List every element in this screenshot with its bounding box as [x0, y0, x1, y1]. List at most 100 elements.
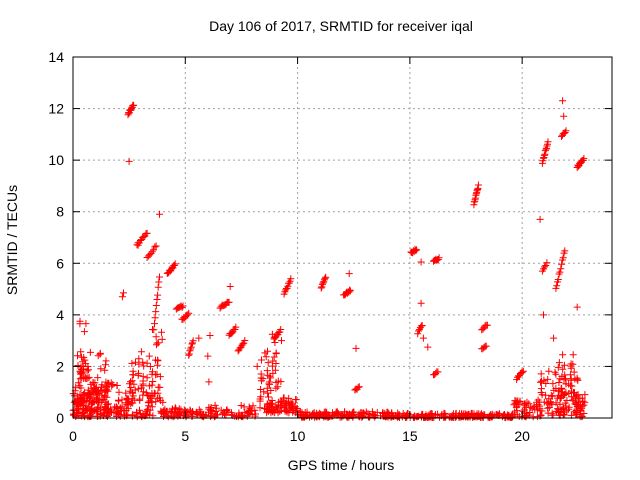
data-point	[154, 283, 162, 291]
data-point	[569, 397, 577, 405]
data-point	[562, 127, 570, 135]
y-tick-label: 8	[56, 204, 64, 220]
data-point	[257, 386, 265, 393]
data-point	[510, 401, 518, 409]
data-point	[153, 296, 161, 303]
data-point	[540, 376, 548, 384]
data-point	[130, 380, 138, 388]
data-point	[139, 391, 147, 399]
data-point	[268, 362, 276, 370]
data-point	[531, 406, 539, 414]
data-point	[156, 373, 164, 381]
data-point	[154, 291, 162, 299]
data-point	[579, 156, 587, 164]
data-point	[511, 399, 519, 407]
data-point	[185, 351, 193, 359]
data-point	[434, 368, 442, 376]
data-point	[185, 309, 193, 317]
data-point	[277, 326, 285, 333]
data-point	[419, 334, 427, 342]
y-tick-label: 10	[48, 152, 64, 168]
data-point	[267, 387, 275, 394]
data-point	[206, 332, 214, 339]
data-point	[188, 340, 196, 348]
data-point	[139, 358, 147, 366]
data-point	[118, 402, 126, 410]
data-point	[567, 364, 575, 372]
data-point	[122, 406, 130, 414]
data-point	[101, 392, 109, 400]
data-point	[334, 410, 342, 418]
data-point	[95, 389, 103, 397]
data-point	[554, 363, 562, 371]
data-point	[153, 395, 161, 403]
data-point	[173, 409, 181, 417]
data-point	[355, 383, 363, 391]
data-point	[256, 404, 264, 412]
data-point	[208, 410, 216, 418]
data-point	[565, 380, 573, 388]
data-point	[322, 273, 330, 281]
data-point	[559, 351, 567, 359]
data-point	[205, 378, 213, 386]
x-tick-label: 20	[514, 428, 530, 444]
data-point	[124, 395, 132, 403]
data-point	[570, 368, 578, 376]
data-point	[417, 299, 425, 307]
data-point	[134, 385, 142, 393]
data-point	[180, 406, 188, 414]
data-point	[403, 413, 411, 421]
data-point	[182, 413, 190, 421]
data-point	[146, 406, 154, 414]
data-point	[156, 210, 163, 218]
data-point	[74, 352, 81, 360]
data-point	[98, 381, 106, 389]
data-point	[558, 385, 565, 392]
data-point	[552, 399, 560, 407]
data-point	[257, 370, 265, 378]
data-point	[101, 366, 109, 374]
data-point	[550, 334, 558, 342]
data-point	[365, 413, 373, 421]
data-point	[570, 389, 577, 396]
data-point	[278, 337, 285, 345]
data-point	[563, 397, 571, 404]
data-point	[281, 407, 289, 415]
data-point	[474, 181, 482, 189]
data-point	[285, 409, 293, 417]
data-point	[274, 383, 282, 391]
data-point	[388, 409, 396, 417]
data-point	[263, 367, 271, 375]
data-point	[354, 383, 362, 391]
data-point	[189, 410, 197, 418]
data-point	[120, 289, 127, 297]
data-point	[272, 360, 280, 367]
data-point	[562, 388, 570, 396]
data-point	[243, 412, 251, 420]
data-point	[137, 348, 145, 356]
data-point	[72, 406, 80, 414]
data-point	[241, 408, 249, 416]
data-point	[76, 390, 84, 398]
data-point	[572, 393, 580, 401]
axis-ticks: 0 2 4 6 8 10 12 14 0 5 10 15 20	[48, 49, 612, 444]
data-point	[115, 408, 123, 416]
data-point	[577, 401, 585, 409]
data-point	[76, 382, 84, 390]
data-point	[553, 282, 561, 290]
data-point	[184, 311, 192, 319]
data-point	[148, 389, 156, 397]
data-point	[122, 389, 130, 397]
data-point	[418, 411, 426, 419]
data-point	[104, 400, 112, 408]
data-point	[272, 349, 280, 357]
data-point	[204, 352, 212, 360]
data-point	[272, 378, 280, 386]
data-point	[271, 334, 279, 342]
data-point	[536, 407, 544, 415]
data-point	[178, 303, 186, 311]
data-point	[527, 403, 535, 411]
grid	[73, 57, 612, 418]
data-point	[291, 403, 299, 411]
